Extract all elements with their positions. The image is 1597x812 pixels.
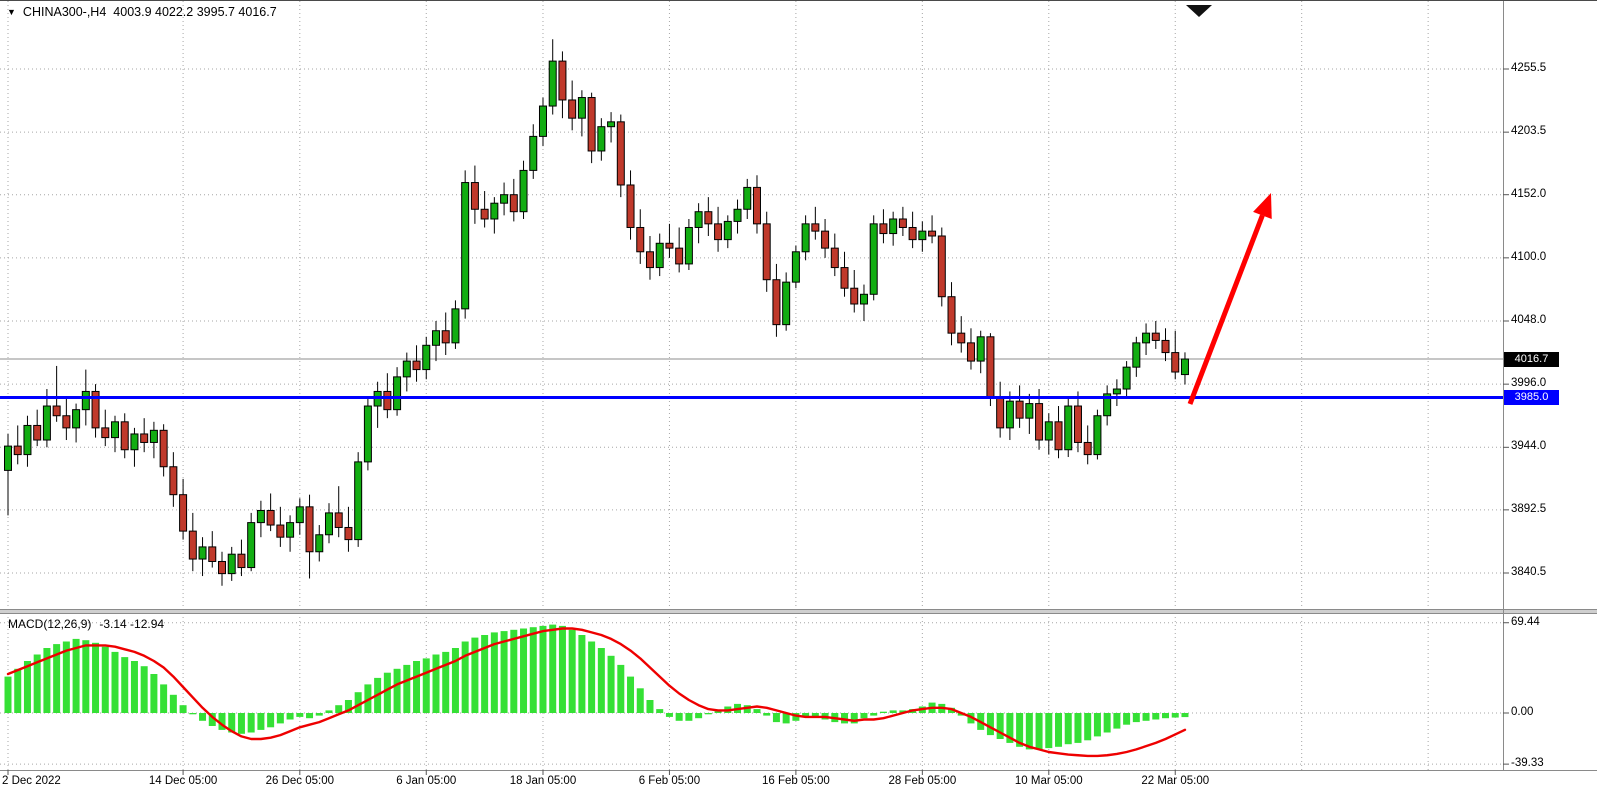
chart-shift-marker-icon[interactable] [1186, 5, 1212, 17]
trend-arrow-line[interactable] [1187, 214, 1265, 405]
trend-arrow-head[interactable] [1253, 193, 1272, 219]
